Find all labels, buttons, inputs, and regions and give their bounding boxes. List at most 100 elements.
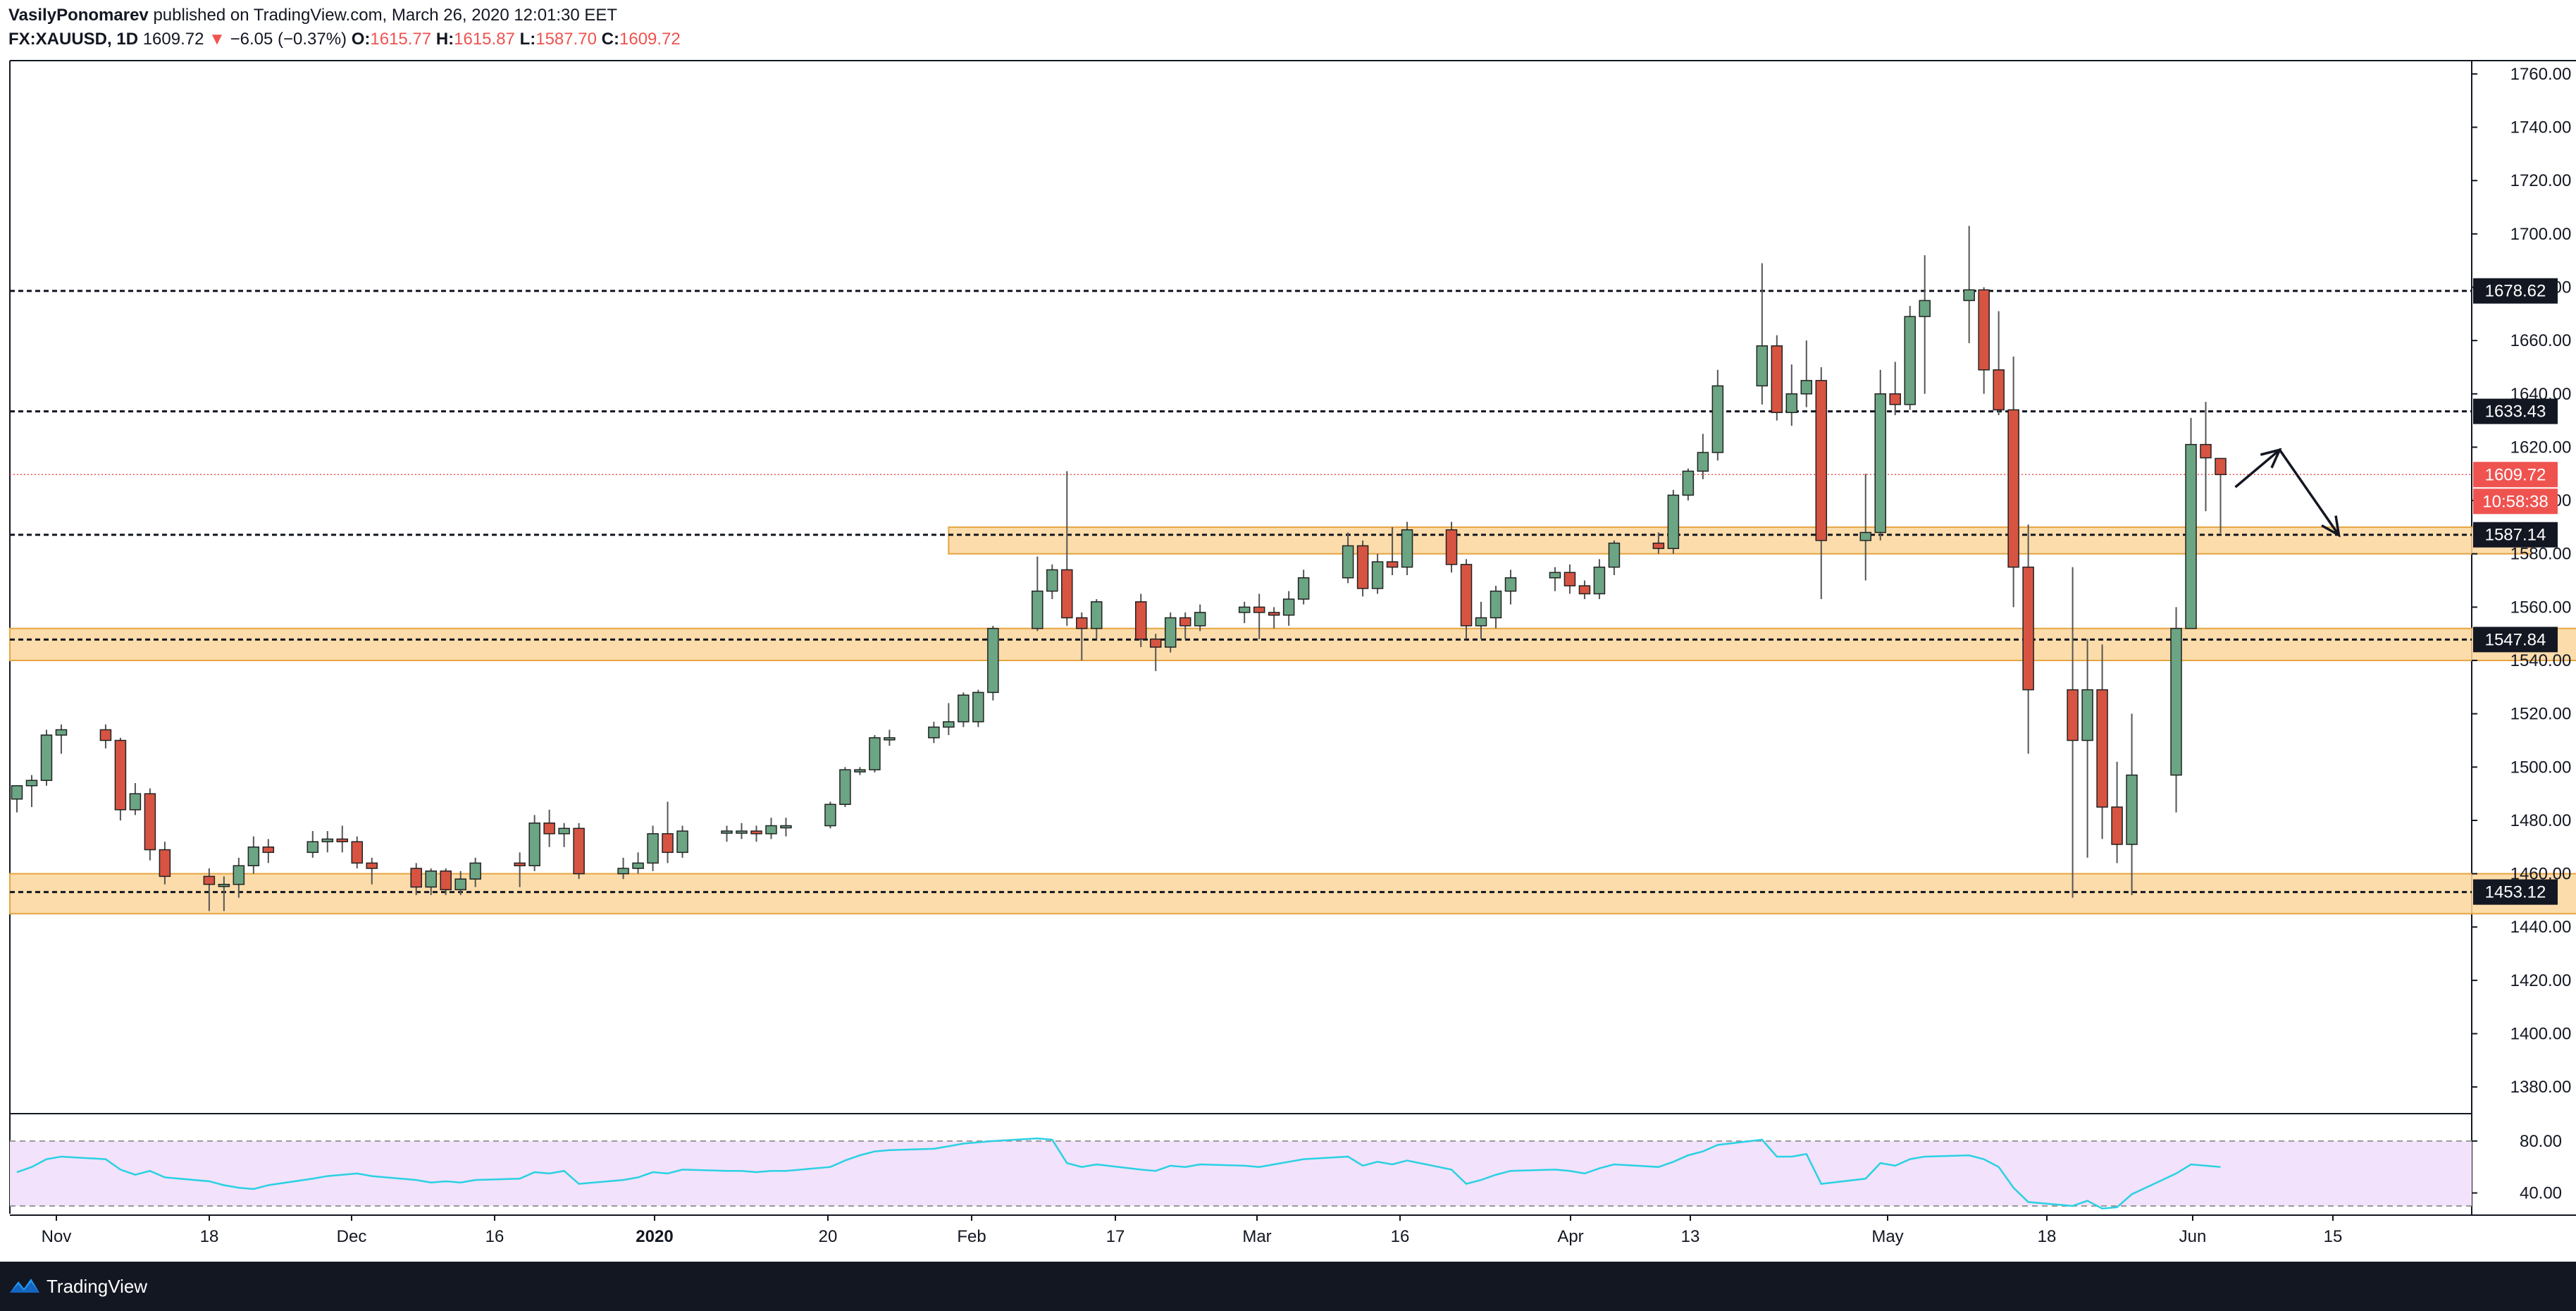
- price-tick-label: 1620.00: [2510, 438, 2572, 457]
- rsi-band: [10, 1140, 2472, 1206]
- author-name[interactable]: VasilyPonomarev: [8, 6, 149, 25]
- last-price: 1609.72: [142, 30, 204, 49]
- level-price-label-bg: [2473, 879, 2558, 905]
- candle-body: [2081, 689, 2093, 741]
- candle-body: [2200, 443, 2212, 459]
- publish-date: published on TradingView.com, March 26, …: [153, 6, 618, 25]
- candle-body: [1238, 606, 1251, 613]
- level-price-label-bg: [2473, 627, 2558, 653]
- candle-body: [440, 870, 452, 891]
- candle-body: [884, 737, 896, 741]
- arrowhead-up-icon: [2260, 448, 2282, 469]
- candle-body: [218, 883, 230, 887]
- candle-body: [736, 830, 748, 834]
- price-tick-label: 1380.00: [2510, 1078, 2572, 1097]
- price-tick-label: 1580.00: [2510, 545, 2572, 564]
- candle-body: [1032, 590, 1044, 629]
- footer-brand[interactable]: TradingView: [47, 1276, 148, 1297]
- candle-body: [410, 868, 422, 888]
- price-tick-label: 1540.00: [2510, 651, 2572, 670]
- candle-body: [2111, 806, 2123, 845]
- tradingview-logo-icon[interactable]: [8, 1274, 41, 1297]
- candle-body: [1386, 561, 1399, 568]
- candle-body: [514, 862, 526, 866]
- time-tick-label: Apr: [1557, 1227, 1583, 1246]
- price-tick-label: 1660.00: [2510, 331, 2572, 350]
- candle-body: [233, 865, 245, 885]
- time-tick-label: 17: [1106, 1227, 1125, 1246]
- time-tick-label: 20: [819, 1227, 838, 1246]
- arrowhead-down-icon: [2321, 515, 2341, 538]
- bar-countdown-label-bg: [2473, 488, 2558, 515]
- price-tick-label: 1400.00: [2510, 1025, 2572, 1044]
- candle-body: [780, 825, 792, 829]
- low-value: 1587.70: [535, 30, 597, 49]
- candle-body: [2067, 689, 2079, 741]
- time-tick-label: 18: [2038, 1227, 2057, 1246]
- candle-body: [247, 847, 260, 866]
- candle-body: [543, 822, 555, 835]
- candle-body: [943, 721, 955, 728]
- time-tick-label: 13: [1681, 1227, 1700, 1246]
- candle-body: [824, 804, 836, 827]
- candle-body: [1859, 531, 1871, 541]
- candle-body: [1371, 561, 1384, 589]
- rsi-tick-label: 80.00: [2520, 1132, 2562, 1151]
- high-value: 1615.87: [454, 30, 515, 49]
- candle-body: [11, 785, 23, 800]
- candle-body: [366, 862, 378, 869]
- candle-body: [1756, 345, 1769, 387]
- candle-body: [1460, 564, 1473, 627]
- price-tick-label: 1760.00: [2510, 65, 2572, 84]
- candle-body: [1549, 572, 1561, 579]
- level-price-label: 1587.14: [2485, 526, 2546, 545]
- candle-body: [203, 875, 216, 885]
- price-tick-label: 1480.00: [2510, 811, 2572, 830]
- candle-body: [1800, 380, 1813, 395]
- level-price-label: 1453.12: [2485, 883, 2546, 902]
- candle-body: [972, 691, 984, 722]
- candle-body: [306, 841, 319, 854]
- candle-body: [454, 878, 466, 891]
- price-tick-label: 1440.00: [2510, 918, 2572, 937]
- support-resistance-zone: [9, 627, 2576, 662]
- candle-body: [647, 833, 659, 864]
- candle-body: [2007, 409, 2019, 568]
- candle-body: [1963, 289, 1975, 302]
- candle-body: [1578, 585, 1591, 595]
- candle-body: [632, 862, 644, 869]
- high-label: H:: [435, 30, 454, 49]
- candle-body: [1149, 639, 1162, 648]
- chart-header: VasilyPonomarev published on TradingView…: [0, 0, 2576, 61]
- candle-body: [1785, 393, 1798, 414]
- candle-body: [1652, 542, 1665, 549]
- candle-body: [1282, 598, 1295, 616]
- candle-body: [1593, 566, 1606, 595]
- time-tick-label: 18: [200, 1227, 219, 1246]
- level-price-label: 1633.43: [2485, 402, 2546, 421]
- time-tick-label: 15: [2324, 1227, 2343, 1246]
- candle-body: [1061, 569, 1073, 619]
- price-pane: [0, 61, 2472, 1114]
- current-price-label-bg: [2473, 462, 2558, 488]
- candle-body: [2096, 689, 2108, 808]
- candle-body: [573, 827, 585, 875]
- candle-body: [129, 793, 142, 811]
- time-tick-label: Nov: [42, 1227, 72, 1246]
- candle-body: [1164, 617, 1177, 648]
- candle-body: [336, 838, 349, 842]
- candle-body: [1356, 545, 1369, 589]
- open-label: O:: [351, 30, 371, 49]
- candle-body: [528, 822, 540, 866]
- symbol-label[interactable]: FX:XAUUSD, 1D: [8, 30, 139, 49]
- level-price-label: 1547.84: [2485, 630, 2546, 649]
- price-tick-label: 1500.00: [2510, 758, 2572, 777]
- candle-body: [1134, 601, 1147, 640]
- candle-body: [1771, 345, 1783, 414]
- current-price-label: 1609.72: [2485, 465, 2546, 484]
- candle-body: [1889, 393, 1901, 405]
- candle-body: [321, 838, 334, 842]
- candle-body: [469, 862, 481, 880]
- candle-body: [1563, 572, 1576, 586]
